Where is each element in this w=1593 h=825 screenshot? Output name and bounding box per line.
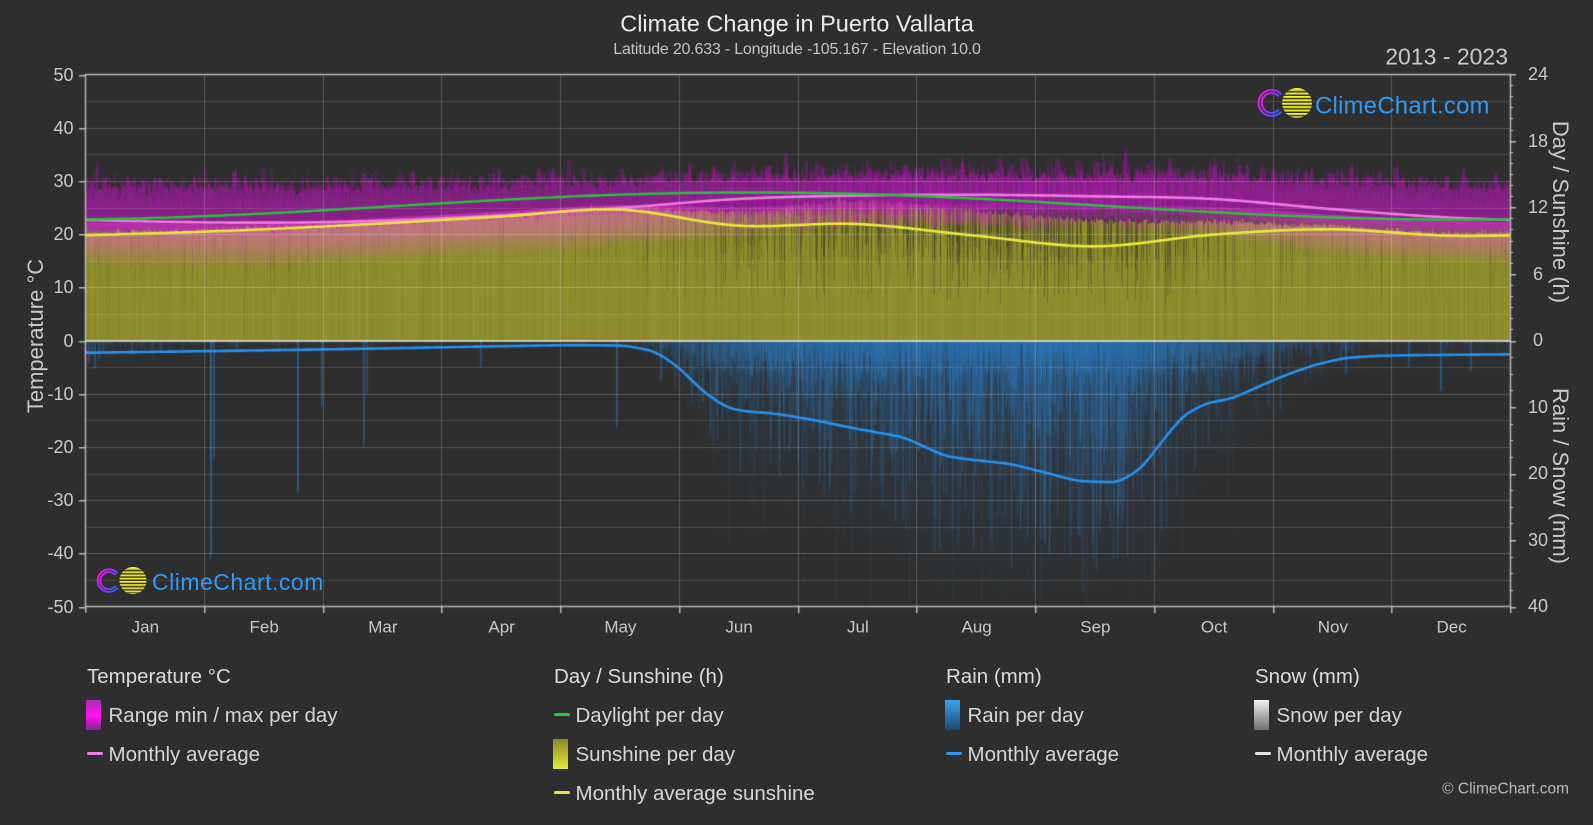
svg-text:ClimeChart.com: ClimeChart.com xyxy=(152,569,324,595)
svg-text:ClimeChart.com: ClimeChart.com xyxy=(1315,93,1490,120)
